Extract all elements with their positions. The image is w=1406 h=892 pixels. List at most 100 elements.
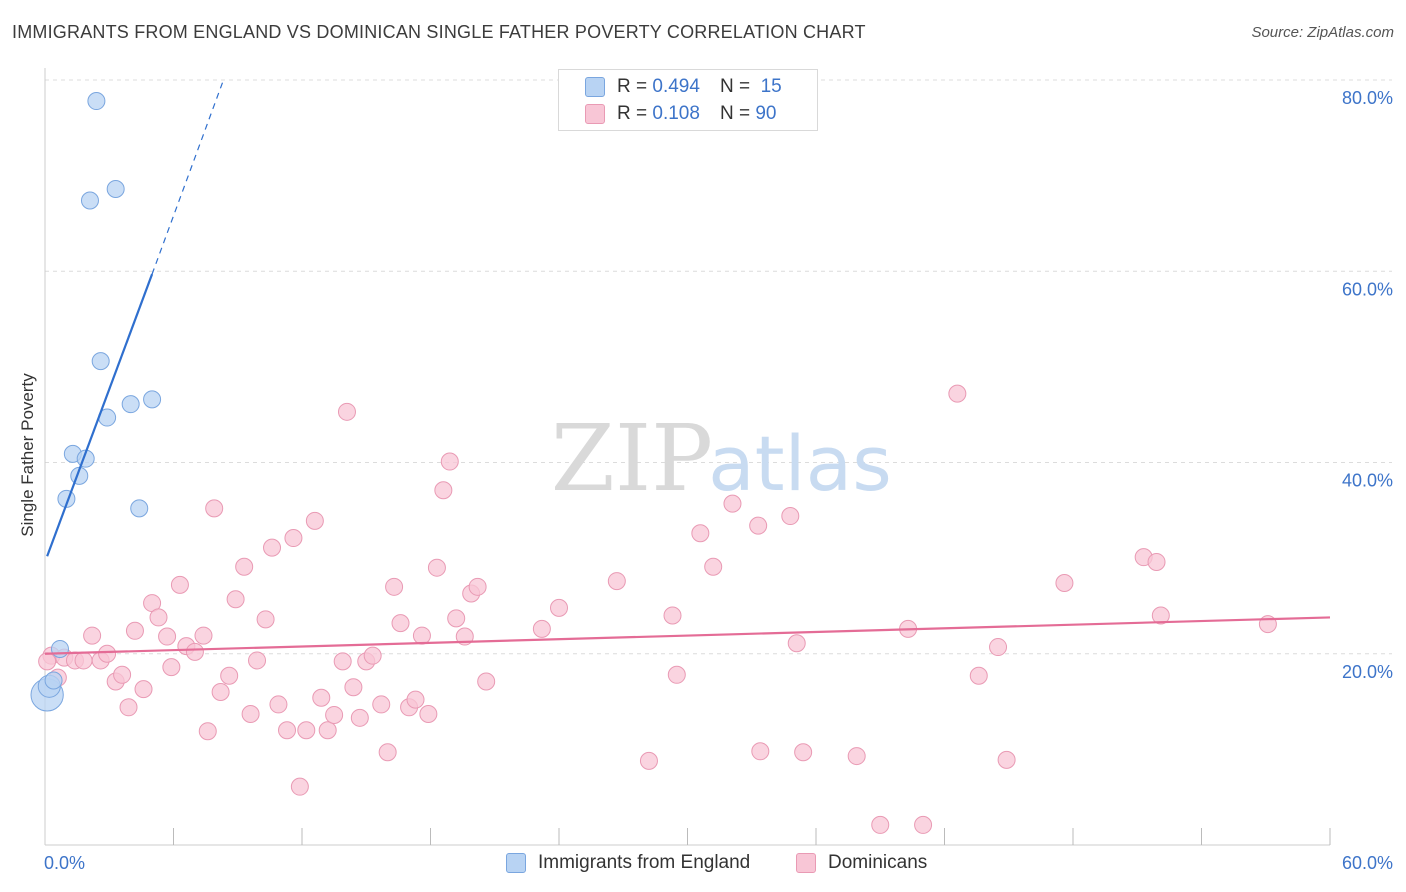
dominicans-point: [391, 614, 410, 633]
dominicans-point: [278, 721, 297, 740]
dominicans-point: [989, 638, 1008, 657]
dominicans-point: [871, 815, 890, 834]
dominicans-point: [235, 557, 254, 576]
dominicans-point: [74, 651, 93, 670]
dominicans-point: [149, 608, 168, 627]
legend-n-label: N =: [719, 76, 751, 97]
legend-n-value-dominicans: 90: [755, 103, 777, 124]
watermark: ZIP atlas: [551, 405, 892, 512]
legend-r-label: R =: [617, 76, 648, 97]
dominicans-point: [406, 690, 425, 709]
legend-n-label: N =: [719, 103, 751, 124]
dominicans-point: [468, 577, 487, 596]
dominicans-point: [113, 665, 132, 684]
tick-labels: 20.0% 40.0% 60.0% 80.0% 0.0% 60.0%: [44, 88, 1393, 873]
axes: [44, 68, 1331, 846]
watermark-zip: ZIP: [551, 405, 713, 512]
dominicans-point: [269, 695, 288, 714]
y-tick-label: 80.0%: [1342, 88, 1393, 108]
england-point: [121, 395, 140, 414]
dominicans-point: [158, 627, 177, 646]
dominicans-point: [704, 557, 723, 576]
england-point: [44, 671, 63, 690]
y-tick-label: 20.0%: [1342, 662, 1393, 682]
dominicans-trend-line: [44, 616, 1331, 655]
dominicans-point: [749, 516, 768, 535]
watermark-atlas: atlas: [708, 419, 892, 508]
x-tick-label: 60.0%: [1342, 853, 1393, 873]
dominicans-point: [751, 742, 770, 761]
stats-legend: R = 0.494 N = 15 R = 0.108 N = 90: [558, 69, 818, 131]
dominicans-point: [434, 481, 453, 500]
england-trend-extension: [151, 81, 224, 275]
dominicans-point: [170, 575, 189, 594]
dominicans-point: [162, 658, 181, 677]
dominicans-point: [333, 652, 352, 671]
dominicans-point: [378, 743, 397, 762]
dominicans-point: [639, 751, 658, 770]
dominicans-point: [312, 688, 331, 707]
dominicans-point: [691, 524, 710, 543]
dominicans-point: [440, 452, 459, 471]
dominicans-point: [256, 610, 275, 629]
bottom-legend-dominicans: Dominicans: [796, 852, 927, 874]
dominicans-point: [38, 652, 57, 671]
dominicans-point: [248, 651, 267, 670]
dominicans-point: [372, 695, 391, 714]
y-tick-label: 60.0%: [1342, 279, 1393, 299]
dominicans-point: [412, 626, 431, 645]
dominicans-point: [663, 606, 682, 625]
dominicans-point: [305, 511, 324, 530]
dominicans-point: [241, 704, 260, 723]
dominicans-point: [914, 815, 933, 834]
y-tick-label: 40.0%: [1342, 471, 1393, 491]
legend-r-label: R =: [617, 103, 648, 124]
dominicans-point: [297, 721, 316, 740]
dominicans-point: [550, 598, 568, 617]
dominicans-point: [337, 402, 356, 421]
dominicans-point: [781, 507, 800, 526]
dominicans-point: [723, 494, 742, 513]
dominicans-point: [847, 747, 866, 766]
dominicans-point: [226, 590, 245, 609]
dominicans-point: [477, 672, 496, 691]
chart-title: IMMIGRANTS FROM ENGLAND VS DOMINICAN SIN…: [12, 22, 866, 42]
dominicans-point: [385, 577, 404, 596]
dominicans-point: [125, 621, 144, 640]
dominicans-point: [220, 666, 239, 685]
legend-r-value-england: 0.494: [652, 76, 700, 97]
dominicans-point: [997, 750, 1016, 769]
dominicans-point: [263, 538, 282, 557]
source-label: Source: ZipAtlas.com: [1251, 24, 1394, 41]
dominicans-point: [787, 634, 806, 653]
england-point: [143, 390, 162, 409]
dominicans-point: [363, 646, 382, 665]
x-tick-label: 0.0%: [44, 853, 85, 873]
dominicans-point: [83, 626, 102, 645]
england-point: [50, 639, 69, 658]
dominicans-point: [1147, 552, 1166, 571]
england-point: [106, 180, 125, 199]
dominicans-point: [344, 678, 363, 697]
dominicans-point: [607, 572, 626, 591]
dominicans-point: [325, 705, 344, 724]
dominicans-point: [532, 619, 551, 638]
dominicans-point: [350, 708, 369, 727]
bottom-legend-label-england: Immigrants from England: [538, 852, 751, 873]
legend-r-value-dominicans: 0.108: [652, 103, 700, 124]
dominicans-point: [290, 777, 309, 796]
dominicans-point: [447, 609, 466, 628]
legend-swatch-dominicans: [585, 104, 605, 124]
england-point: [130, 499, 149, 518]
england-trend-line: [46, 273, 154, 557]
dominicans-point: [284, 529, 303, 548]
grid-lines: [45, 79, 1392, 655]
bottom-legend-label-dominicans: Dominicans: [828, 852, 928, 873]
england-point: [91, 352, 110, 371]
dominicans-point: [427, 558, 446, 577]
dominicans-point: [969, 666, 988, 685]
england-point: [80, 191, 99, 210]
dominicans-point: [948, 384, 967, 403]
bottom-legend-swatch-dominicans: [796, 853, 816, 873]
dominicans-point: [1151, 606, 1170, 625]
